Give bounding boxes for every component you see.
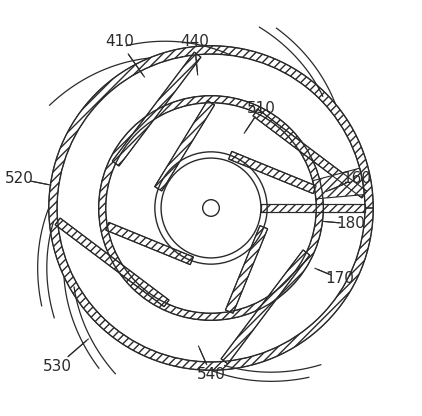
Text: 530: 530	[43, 359, 72, 374]
Polygon shape	[106, 223, 193, 265]
Text: 510: 510	[246, 101, 276, 116]
Text: 410: 410	[105, 34, 134, 49]
Polygon shape	[221, 250, 310, 364]
Text: 520: 520	[5, 171, 34, 186]
Text: 180: 180	[336, 216, 365, 231]
Text: 540: 540	[197, 367, 225, 382]
Polygon shape	[261, 204, 365, 212]
Polygon shape	[313, 168, 364, 199]
Polygon shape	[225, 225, 268, 313]
Text: 440: 440	[180, 34, 209, 49]
Polygon shape	[155, 101, 214, 191]
Polygon shape	[253, 109, 367, 198]
Polygon shape	[112, 52, 201, 166]
Polygon shape	[229, 151, 316, 193]
Text: 170: 170	[325, 271, 354, 286]
Polygon shape	[55, 218, 169, 307]
Text: 160: 160	[342, 171, 371, 186]
